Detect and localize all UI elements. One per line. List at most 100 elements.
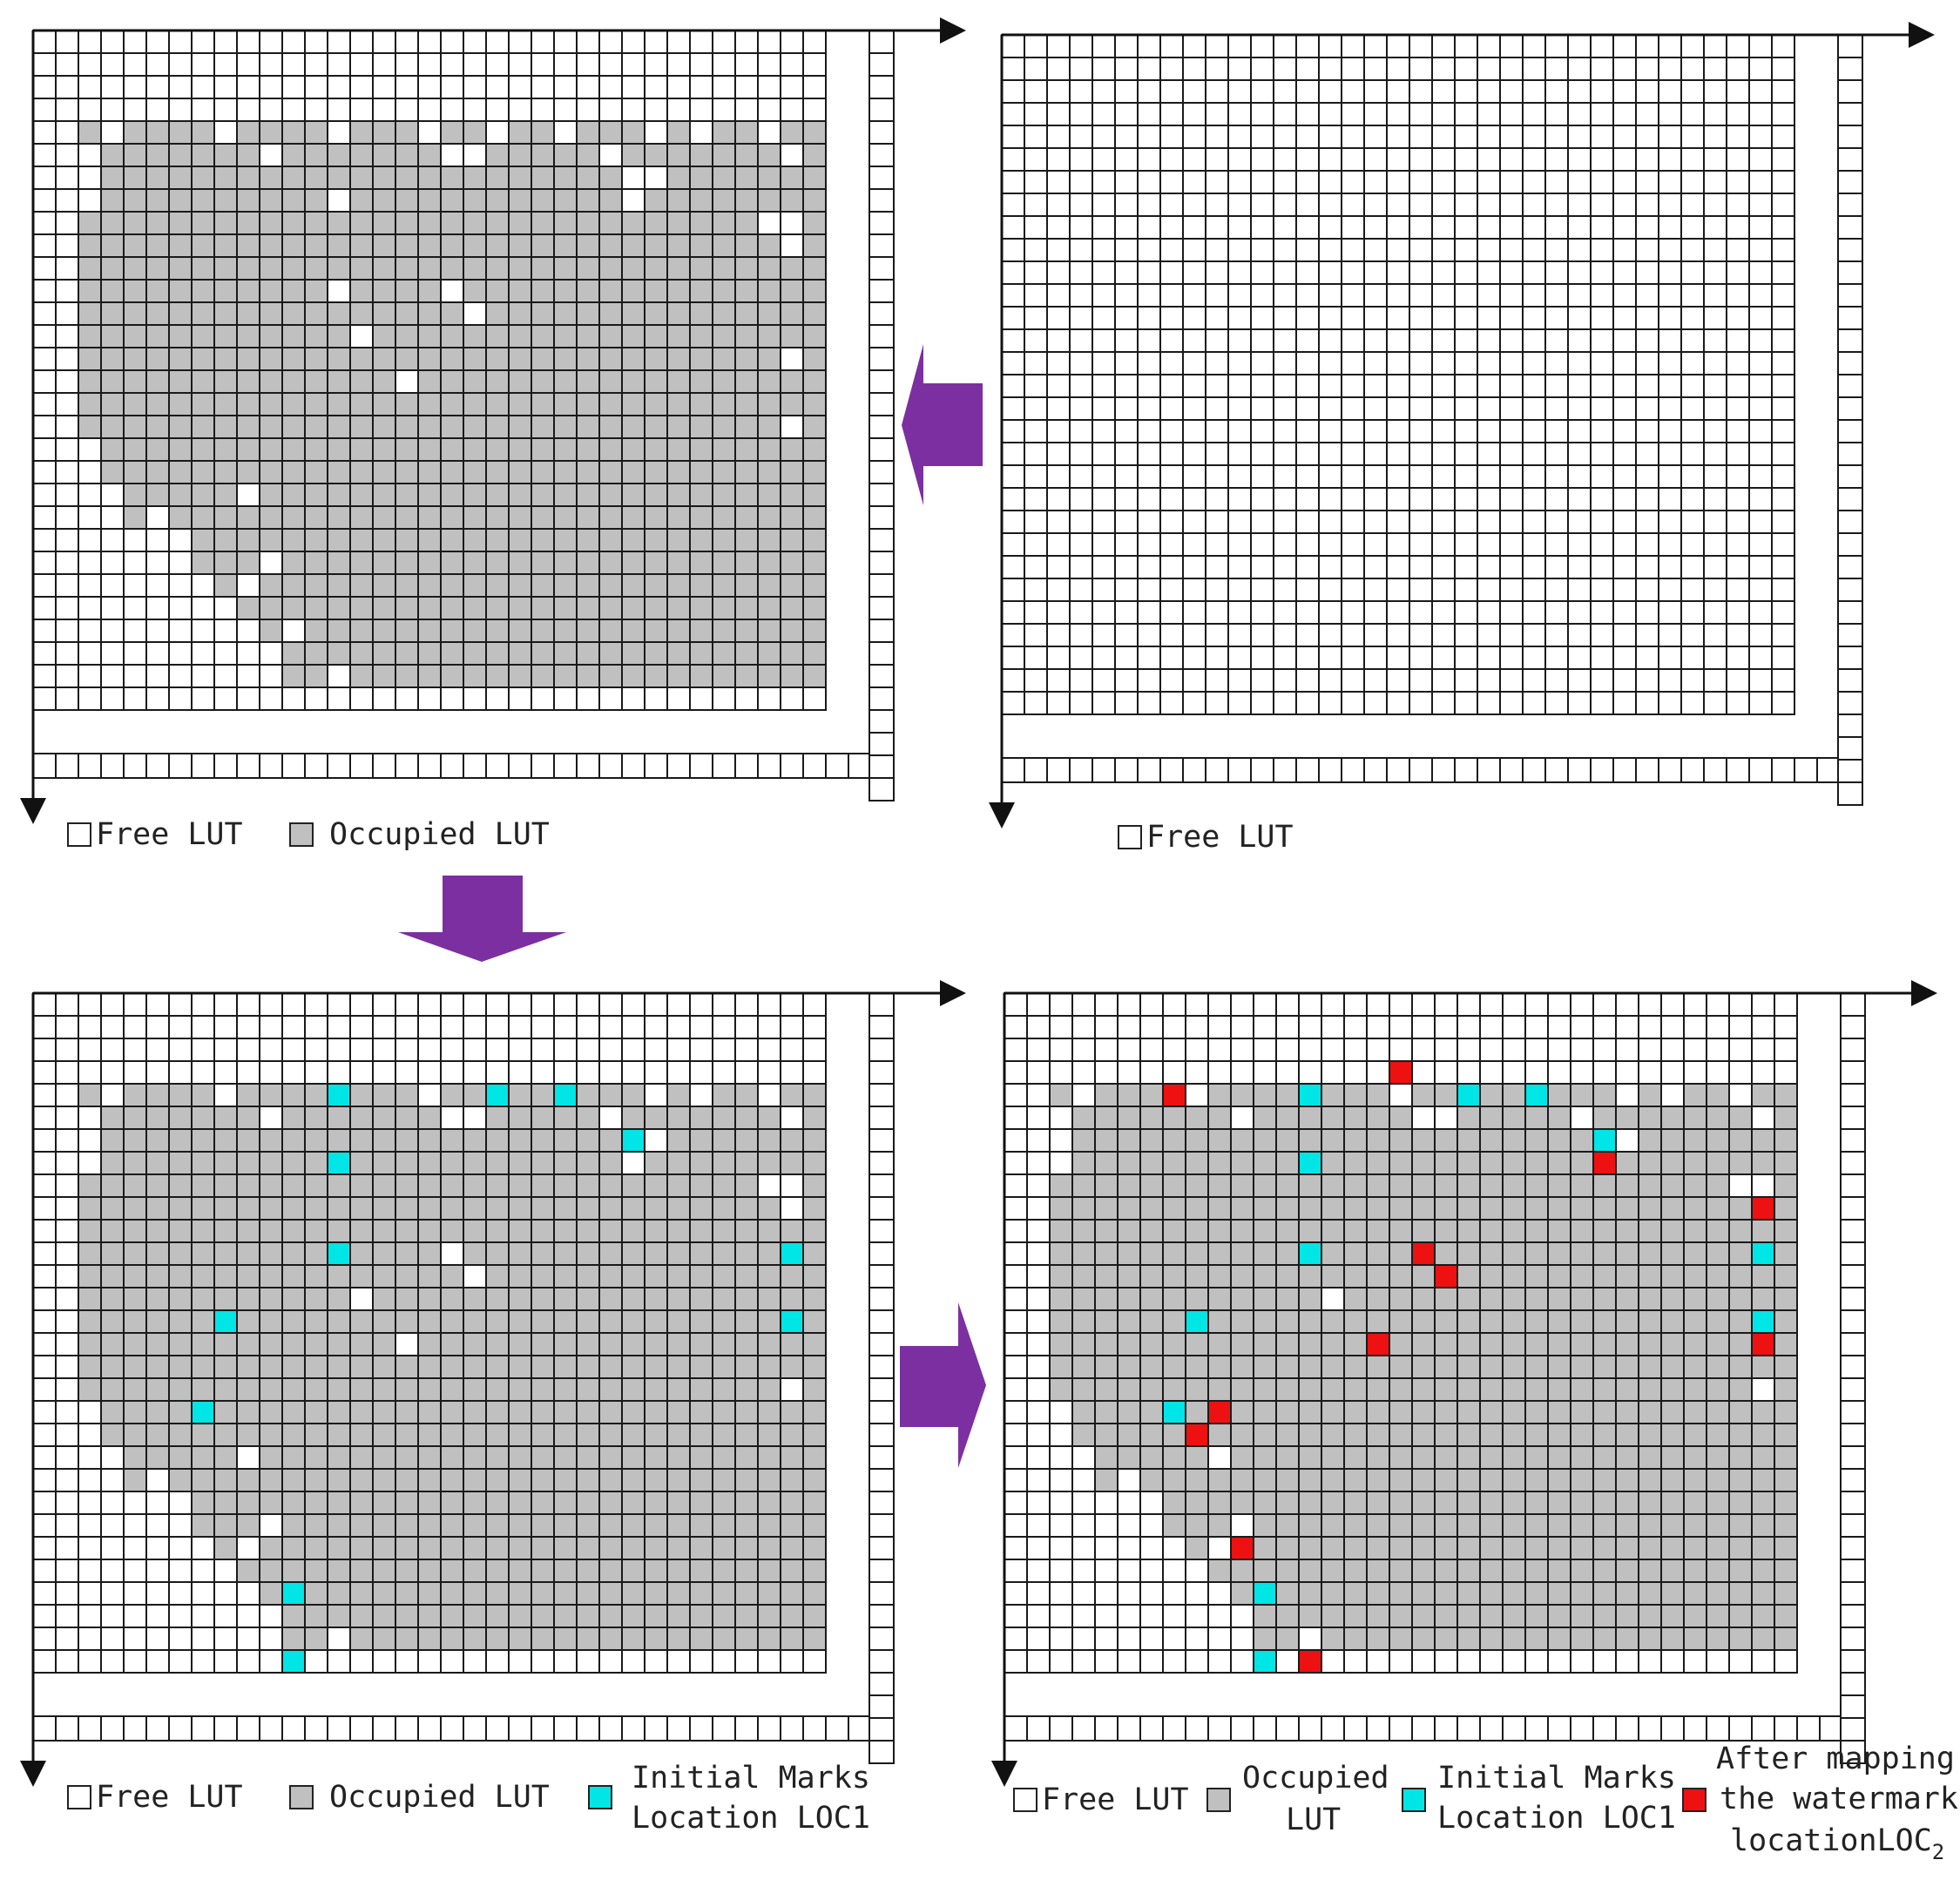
occupied-lut-cell [145, 1128, 170, 1153]
free-lut-cell [1635, 668, 1659, 693]
free-lut-cell [1703, 34, 1727, 58]
free-lut-cell [1363, 419, 1388, 443]
free-lut-cell [1162, 1649, 1186, 1674]
occupied-lut-cell [281, 528, 306, 552]
occupied-lut-cell [372, 1083, 396, 1107]
occupied-lut-cell [1502, 1423, 1526, 1447]
free-lut-cell [1092, 442, 1116, 466]
free-lut-cell [213, 52, 238, 77]
free-lut-cell [1522, 623, 1546, 647]
occupied-lut-cell [1479, 1309, 1504, 1334]
free-lut-cell [259, 992, 283, 1017]
occupied-lut-cell [1321, 1219, 1345, 1243]
occupied-lut-cell [191, 1377, 215, 1402]
free-lut-cell [304, 1015, 328, 1039]
occupied-lut-cell [1366, 1355, 1390, 1379]
free-lut-cell [802, 52, 827, 77]
occupied-lut-cell [1479, 1287, 1504, 1311]
occupied-lut-cell [712, 324, 736, 348]
initial-mark-cell [1185, 1309, 1209, 1334]
occupied-lut-cell [1298, 1332, 1322, 1356]
free-lut-cell [1250, 396, 1274, 421]
occupied-lut-cell [440, 664, 464, 688]
io-cell-bottom [1592, 1715, 1617, 1742]
occupied-lut-cell [1502, 1151, 1526, 1175]
occupied-lut-cell [553, 664, 578, 688]
occupied-lut-cell [1071, 1241, 1096, 1266]
free-lut-cell [1185, 1604, 1209, 1628]
free-lut-cell [123, 1604, 147, 1628]
occupied-lut-cell [1366, 1581, 1390, 1606]
free-lut-cell [32, 347, 57, 371]
io-cell-bottom [1185, 1715, 1209, 1742]
occupied-lut-cell [1774, 1106, 1798, 1130]
occupied-lut-cell [1139, 1083, 1164, 1107]
free-lut-cell [1001, 532, 1025, 557]
free-lut-cell [1159, 193, 1184, 217]
free-lut-cell [1590, 193, 1614, 217]
occupied-lut-cell [1389, 1627, 1413, 1651]
free-lut-cell [78, 1649, 102, 1674]
free-lut-cell [1658, 532, 1682, 557]
free-lut-cell [508, 1015, 532, 1039]
occupied-lut-cell [485, 1173, 510, 1198]
free-lut-cell [78, 1468, 102, 1492]
occupied-lut-cell [1774, 1219, 1798, 1243]
occupied-lut-cell [327, 1468, 351, 1492]
occupied-lut-cell [395, 1083, 419, 1107]
free-lut-cell [712, 1060, 736, 1085]
occupied-lut-cell [168, 1173, 193, 1198]
occupied-lut-cell [1660, 1287, 1685, 1311]
occupied-lut-cell [417, 324, 442, 348]
occupied-lut-cell [598, 596, 623, 620]
free-lut-cell [55, 233, 79, 258]
occupied-lut-cell [485, 596, 510, 620]
occupied-lut-cell [553, 188, 578, 213]
occupied-lut-cell [1207, 1559, 1232, 1583]
free-lut-cell [1114, 328, 1139, 353]
free-lut-cell [1386, 328, 1410, 353]
free-lut-cell [417, 1649, 442, 1674]
initial-mark-cell [1456, 1083, 1481, 1107]
free-lut-cell [1454, 170, 1478, 194]
free-lut-cell [1137, 487, 1161, 511]
occupied-lut-cell [1434, 1513, 1458, 1538]
occupied-lut-cell [281, 1468, 306, 1492]
mapped-mark-cell [1366, 1332, 1390, 1356]
occupied-lut-cell [463, 1219, 487, 1243]
free-lut-cell [1094, 1015, 1119, 1039]
occupied-lut-cell [100, 166, 125, 190]
free-lut-cell [32, 1083, 57, 1107]
free-lut-cell [1250, 691, 1274, 715]
free-lut-cell [1680, 578, 1705, 602]
occupied-lut-cell [689, 369, 713, 394]
free-lut-cell [553, 992, 578, 1017]
free-lut-cell [1273, 532, 1297, 557]
free-lut-cell [1726, 147, 1750, 172]
occupied-lut-cell [1479, 1604, 1504, 1628]
occupied-lut-cell [531, 120, 555, 145]
free-lut-cell [644, 1083, 668, 1107]
occupied-lut-cell [757, 1106, 781, 1130]
occupied-lut-cell [213, 188, 238, 213]
occupied-lut-cell [463, 1128, 487, 1153]
occupied-lut-cell [485, 1536, 510, 1560]
free-lut-cell [1751, 1106, 1775, 1130]
occupied-lut-cell [168, 1400, 193, 1424]
free-lut-cell [1069, 419, 1093, 443]
occupied-lut-cell [508, 256, 532, 281]
free-lut-cell [1726, 600, 1750, 625]
occupied-lut-cell [213, 1536, 238, 1560]
occupied-lut-cell [1615, 1400, 1639, 1424]
free-lut-cell [757, 120, 781, 145]
occupied-lut-cell [576, 392, 600, 416]
free-lut-cell [1159, 578, 1184, 602]
free-lut-cell [757, 211, 781, 235]
occupied-lut-cell [1615, 1287, 1639, 1311]
free-lut-cell [1137, 691, 1161, 715]
occupied-lut-cell [1524, 1106, 1549, 1130]
occupied-lut-cell [145, 324, 170, 348]
free-lut-cell [1522, 215, 1546, 240]
free-lut-cell [1431, 79, 1456, 104]
free-lut-cell [1544, 464, 1569, 489]
